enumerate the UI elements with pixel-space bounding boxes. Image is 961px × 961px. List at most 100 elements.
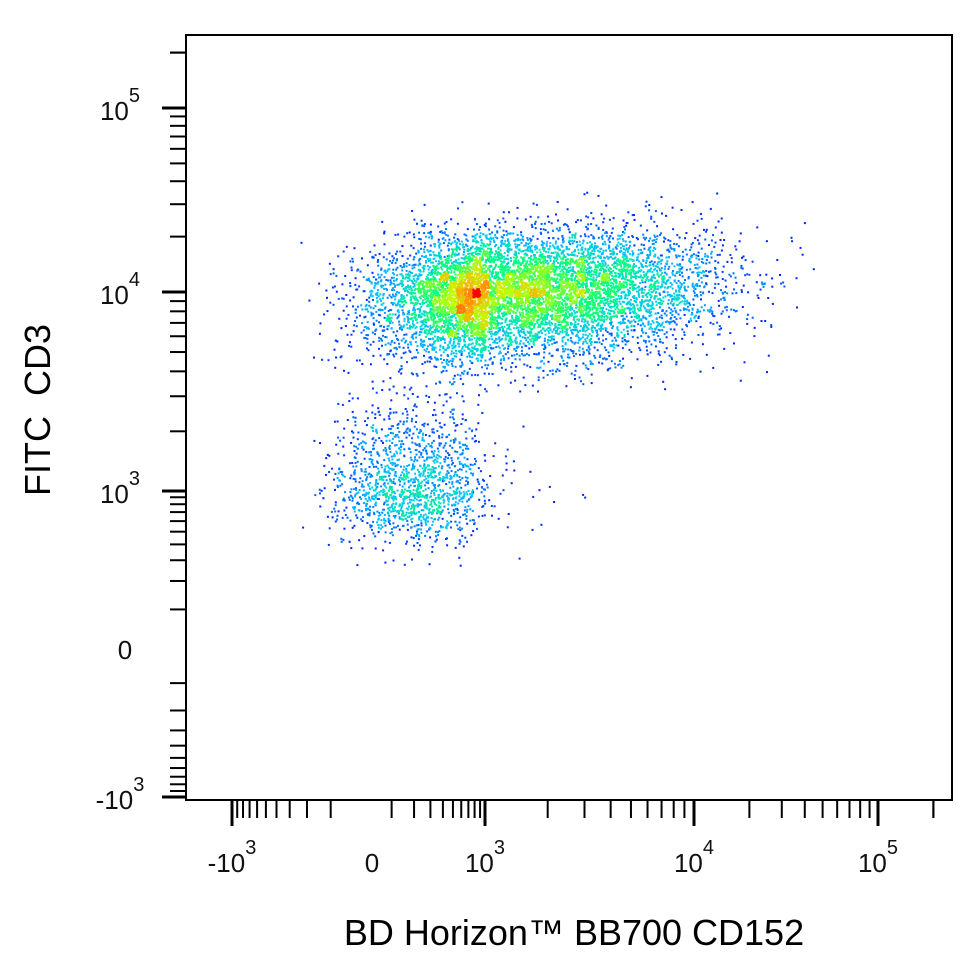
data-point [581,246,584,249]
data-point [530,255,533,258]
data-point [576,318,579,321]
data-point [438,444,441,447]
data-point [595,278,598,281]
data-point [498,314,501,317]
data-point [374,535,377,538]
data-point [515,326,518,329]
data-point [425,452,428,455]
data-point [765,273,768,276]
data-point [447,355,449,357]
data-point [394,514,397,517]
data-point [617,334,620,337]
data-point [425,503,428,506]
data-point [597,228,600,230]
data-point [358,539,361,542]
data-point [602,339,605,342]
data-point [389,281,392,284]
data-point [452,377,455,380]
data-point [693,291,696,294]
data-point [429,356,432,358]
data-point [515,318,518,321]
data-point [641,302,644,305]
data-point [429,495,432,498]
data-point [600,324,603,327]
data-point [651,319,654,322]
data-point [429,338,432,340]
data-point [363,457,366,460]
data-point [523,244,526,247]
data-point [337,472,340,475]
data-point [379,280,382,283]
data-point [355,487,357,490]
data-point [624,254,626,257]
data-point [433,342,436,345]
data-point [696,295,699,298]
data-point [386,325,389,328]
data-point [681,300,684,303]
data-point [610,360,613,363]
data-point [416,374,419,377]
data-point [506,342,509,345]
data-point [421,321,424,324]
data-point [463,493,466,496]
data-point [361,480,364,483]
data-point [633,304,636,307]
data-point [509,336,512,339]
data-point [510,322,513,325]
data-point [510,482,513,485]
data-point [466,345,469,348]
data-point [705,274,708,277]
data-point [403,235,406,238]
data-point [604,298,607,301]
data-point [677,254,680,257]
data-point [657,335,660,337]
data-point [375,282,377,285]
data-point [613,262,616,265]
data-point [405,262,408,265]
data-point [623,251,626,254]
data-point [482,488,485,491]
data-point [374,417,377,419]
data-point [527,249,530,252]
data-point [624,297,627,299]
data-point [451,314,454,317]
data-point [654,339,657,342]
data-point [447,497,450,500]
data-point [563,249,566,252]
data-point [455,259,458,262]
data-point [383,230,386,233]
data-point [479,384,482,387]
data-point [652,264,655,267]
data-point [410,244,413,247]
data-point [423,447,426,450]
data-point [572,316,575,319]
data-point [652,289,655,292]
data-point [369,509,371,512]
data-point [592,235,595,238]
data-point [421,438,424,441]
data-point [594,242,596,245]
data-point [438,473,441,476]
data-point [422,433,424,436]
data-point [462,400,465,403]
data-point [648,340,651,343]
data-point [378,414,381,416]
data-point [421,302,424,305]
data-point [619,321,622,324]
data-point [645,279,648,281]
data-point [662,380,665,383]
data-point [730,308,733,311]
data-point [574,234,577,237]
data-point [461,363,464,366]
data-point [412,503,415,506]
data-point [389,486,392,488]
data-point [363,316,366,319]
data-point [352,477,355,480]
data-point [425,502,428,505]
data-point [364,468,367,471]
data-point [407,480,410,483]
data-point [412,307,415,310]
data-point [503,242,506,245]
data-point [702,309,705,312]
data-point [705,262,708,265]
